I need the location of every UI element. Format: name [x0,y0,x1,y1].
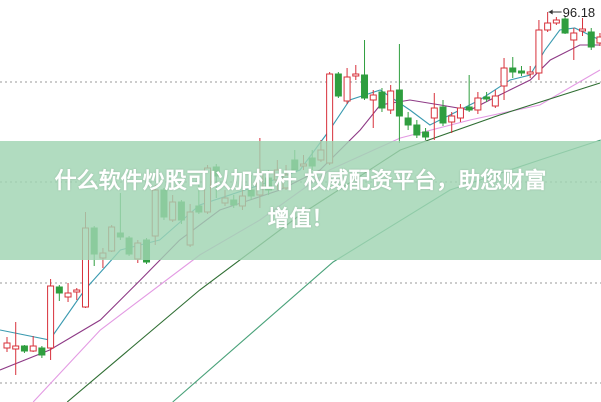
candle-body [491,95,499,107]
candle-body [395,89,403,117]
candle [439,100,447,126]
candle-body [474,97,482,111]
candle-body [561,18,569,34]
candle-body [55,286,63,294]
candle [20,345,28,353]
candle [422,128,430,140]
candle-body [12,345,20,350]
candle-body [483,96,491,100]
candle-body [369,94,377,101]
high-marker-arrow-icon [548,9,553,15]
candle [73,288,81,300]
candle-body [334,73,342,97]
candle [55,285,63,301]
candle [448,112,456,133]
candle [544,12,552,32]
candle [361,40,369,100]
candle-body [535,29,543,74]
candle-body [500,67,508,87]
candle-body [465,106,473,111]
candle [509,57,517,78]
candle-body [439,106,447,124]
candle [491,90,499,108]
candle [579,18,587,36]
candle-body [509,67,517,73]
candle-body [413,124,421,136]
candle [430,93,438,140]
candle-body [587,31,595,48]
candle-body [3,342,11,349]
candle-body [517,70,525,74]
candle [561,17,569,34]
candle [38,346,46,358]
candle [552,17,560,25]
candle [465,75,473,112]
candle-body [404,117,412,126]
candle-body [448,115,456,123]
candle [570,28,578,60]
candle-body [456,107,464,119]
candle [395,44,403,143]
candle [456,104,464,122]
candle [369,90,377,128]
candle-body [20,345,28,352]
candle-body [73,289,81,293]
candle [535,20,543,80]
candle [64,283,72,302]
candle-body [352,73,360,77]
candle-body [570,32,578,41]
promo-banner: 什么软件炒股可以加杠杆 权威配资平台，助您财富 增值！ [0,141,601,260]
candle [378,88,386,112]
banner-line-1: 什么软件炒股可以加杠杆 权威配资平台，助您财富 [54,168,547,194]
candle [474,92,482,114]
candle-body [579,28,587,32]
candle [12,322,20,375]
candle-body [387,90,395,111]
candle-body [64,292,72,298]
high-price-label: 96.18 [563,5,596,20]
candle [596,33,601,46]
candle-body [526,71,534,75]
candle [29,336,37,352]
ma10-line [0,44,600,371]
candle-body [361,74,369,99]
candle [3,337,11,352]
candle [334,72,342,98]
candle [387,85,395,114]
candle-body [544,22,552,31]
candle-body [29,345,37,352]
candle [343,68,351,104]
candle-body [552,19,560,24]
candle [413,120,421,138]
candle [47,279,55,360]
candle [352,65,360,80]
candle [517,66,525,76]
candle [404,112,412,130]
candle-body [430,107,438,119]
candle [483,92,491,102]
candle [500,58,508,100]
banner-line-2: 增值！ [267,206,334,232]
candle-body [596,36,601,44]
candle-body [47,285,55,349]
candle-body [38,347,46,356]
candle-body [378,91,386,109]
candle-body [343,76,351,102]
candle-body [422,131,430,138]
candle [526,66,534,78]
candle [587,28,595,50]
